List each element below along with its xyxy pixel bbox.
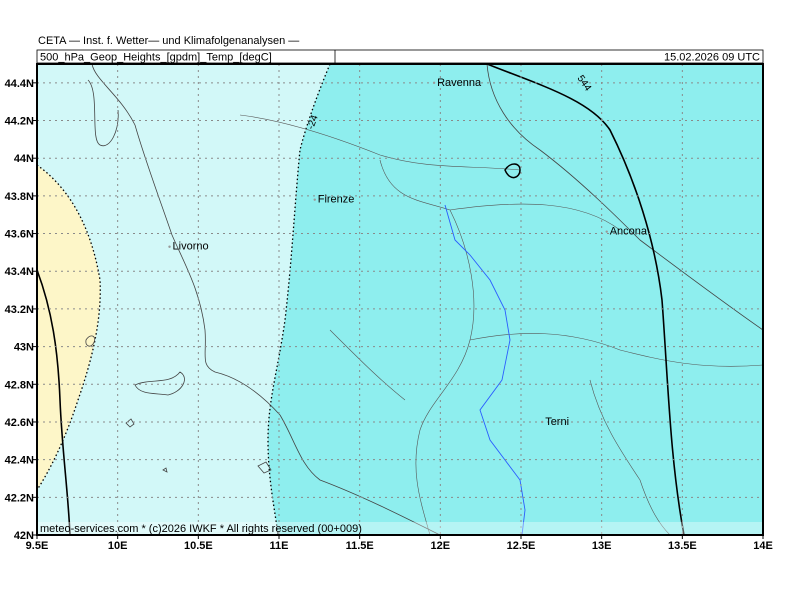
x-tick-label: 12.5E: [507, 540, 536, 552]
city-marker: [168, 245, 171, 248]
city-marker: [541, 420, 544, 424]
y-tick-label: 44.2N: [5, 116, 34, 128]
lake: [504, 163, 521, 179]
y-tick-label: 43.8N: [5, 191, 34, 203]
x-tick-label: 11E: [270, 540, 289, 552]
x-tick-label: 10.5E: [184, 540, 213, 552]
y-tick-label: 42N: [14, 530, 34, 542]
city-label: Livorno: [173, 241, 209, 253]
y-tick-label: 43.4N: [5, 266, 34, 278]
y-tick-label: 43N: [14, 342, 34, 354]
y-tick-label: 42.8N: [5, 379, 34, 391]
x-tick-label: 14E: [753, 540, 773, 552]
y-tick-label: 42.6N: [5, 417, 34, 429]
footer: meteo-services.com * (c)2026 IWKF * All …: [40, 523, 362, 535]
valid-time: 15.02.2026 09 UTC: [664, 52, 760, 64]
city-marker: [313, 198, 316, 201]
city-marker: [605, 230, 608, 233]
y-tick-label: 42.2N: [5, 492, 34, 504]
river: [444, 204, 526, 536]
city-label: Ancona: [610, 226, 648, 238]
x-tick-label: 9.5E: [26, 540, 49, 552]
y-tick-label: 42.4N: [5, 455, 34, 467]
height-contour: [36, 269, 71, 536]
height-contour: [486, 63, 685, 536]
footer-band: [37, 522, 763, 535]
frame: [36, 63, 764, 536]
y-tick-label: 43.6N: [5, 229, 34, 241]
x-tick-label: 11.5E: [346, 540, 374, 552]
subtitle: 500_hPa_Geop_Heights_[gpdm]_Temp_[degC]: [40, 52, 272, 64]
x-tick-label: 13E: [592, 540, 612, 552]
borders: [239, 114, 764, 536]
city-label: Firenze: [318, 194, 355, 206]
y-tick-label: 44N: [14, 153, 34, 165]
cities: Ravenna Firenze Livorno Ancona Terni: [168, 77, 648, 428]
city-label: Ravenna: [437, 77, 482, 89]
title: CETA — Inst. f. Wetter— und Klimafolgena…: [38, 35, 299, 47]
y-tick-label: 44.4N: [5, 78, 34, 90]
y-tick-label: 43.2N: [5, 304, 34, 316]
x-tick-label: 13.5E: [668, 540, 697, 552]
axes: 9.5E 10E 10.5E 11E 11.5E 12E 12.5E 13E 13.5E 14E 4…: [5, 78, 773, 552]
temp-zone-light: [37, 64, 330, 535]
city-label: Terni: [545, 416, 569, 428]
x-tick-label: 12E: [431, 540, 451, 552]
x-tick-label: 10E: [108, 540, 128, 552]
warm-zone: [36, 163, 101, 493]
isotherm: [267, 63, 331, 536]
city-marker: [432, 81, 436, 85]
contour-label: -24: [305, 113, 320, 131]
